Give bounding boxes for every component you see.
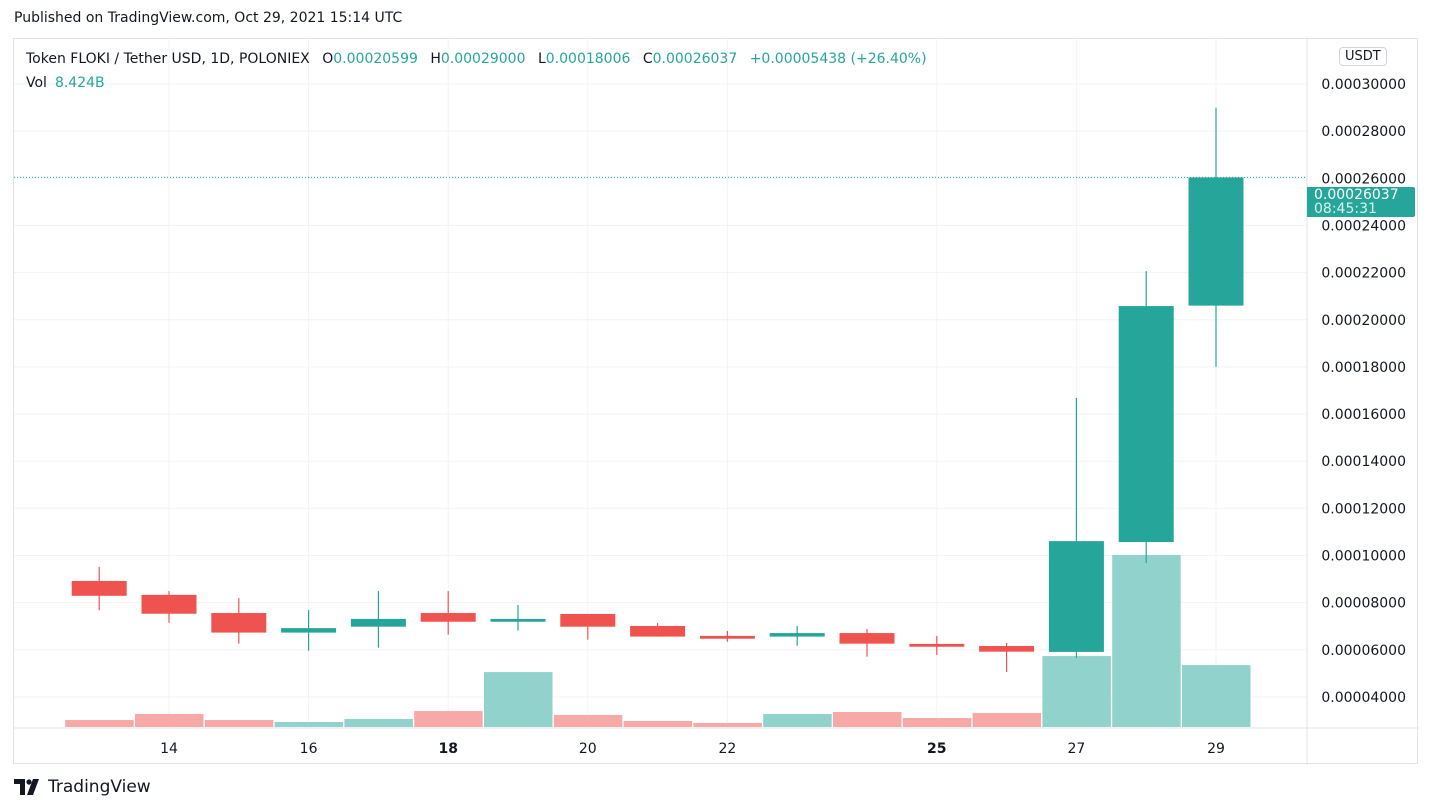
price-tick-label: 0.00012000	[1321, 501, 1406, 517]
candlestick-chart[interactable]: 0.00004000 0.00006000 0.00008000 0.00010000…	[14, 39, 1419, 765]
time-tick-label: 16	[300, 741, 318, 757]
volume-legend: Vol 8.424B	[26, 75, 105, 91]
volume-bar	[135, 713, 204, 727]
volume-bar	[763, 713, 832, 727]
time-tick-label: 20	[579, 741, 597, 757]
chart-panel[interactable]: 0.00004000 0.00006000 0.00008000 0.00010000…	[13, 38, 1419, 765]
volume-bar	[833, 712, 902, 727]
candle-down	[909, 643, 965, 647]
price-tick-label: 0.00004000	[1321, 690, 1406, 706]
candle-up	[769, 633, 825, 637]
price-tick-label: 0.00020000	[1321, 313, 1406, 329]
brand-name: TradingView	[48, 777, 151, 797]
close-value: 0.00026037	[652, 51, 738, 67]
volume-bar	[902, 718, 972, 727]
time-tick-label: 29	[1207, 741, 1225, 757]
candle-down	[420, 613, 476, 622]
volume-bar	[1182, 665, 1251, 727]
price-tick-label: 0.00022000	[1321, 266, 1406, 282]
candle-up	[490, 618, 546, 622]
price-tick-label: 0.00006000	[1321, 643, 1406, 659]
volume-bar	[65, 720, 134, 727]
price-tick-label: 0.00008000	[1321, 596, 1406, 612]
ohlc-legend: Token FLOKI / Tether USD, 1D, POLONIEX O…	[26, 51, 927, 67]
currency-unit-button[interactable]: USDT	[1339, 47, 1387, 66]
price-tick-label: 0.00028000	[1321, 124, 1406, 140]
close-label: C	[642, 51, 653, 67]
time-tick-label: 14	[160, 741, 178, 757]
volume-bar	[693, 723, 762, 727]
current-price: 0.00026037	[1314, 187, 1399, 203]
candle-up	[1188, 177, 1244, 306]
time-tick-label: 27	[1067, 741, 1085, 757]
price-tick-label: 0.00010000	[1321, 549, 1406, 565]
price-tick-label: 0.00014000	[1321, 454, 1406, 470]
price-tick-label: 0.00026000	[1321, 171, 1406, 187]
volume-bar	[1112, 555, 1181, 727]
low-value: 0.00018006	[545, 51, 631, 67]
candle-down	[630, 625, 686, 637]
open-value: 0.00020599	[333, 51, 418, 67]
price-tick-label: 0.00016000	[1321, 407, 1406, 423]
volume-label: Vol	[26, 75, 47, 91]
volume-bar	[344, 718, 413, 727]
volume-bar	[972, 713, 1042, 727]
current-price-tag: 0.00026037 08:45:31	[1307, 187, 1415, 217]
candle-up	[1048, 541, 1104, 652]
candle-down	[71, 580, 127, 596]
tradingview-logo-icon	[14, 779, 39, 795]
price-tick-label: 0.00030000	[1321, 77, 1406, 93]
high-value: 0.00029000	[440, 51, 526, 67]
time-tick-label: 22	[718, 741, 736, 757]
low-label: L	[537, 51, 546, 67]
symbol-title: Token FLOKI / Tether USD, 1D, POLONIEX	[26, 51, 310, 67]
volume-bar	[1042, 656, 1111, 727]
candle-down	[211, 613, 267, 633]
candle-down	[839, 633, 895, 644]
candle-down	[979, 646, 1035, 652]
bar-countdown: 08:45:31	[1314, 201, 1377, 217]
candle-down	[141, 594, 197, 614]
published-caption: Published on TradingView.com, Oct 29, 20…	[14, 10, 403, 26]
volume-value: 8.424B	[54, 75, 105, 91]
time-tick-label: 18	[438, 741, 457, 757]
candle-up	[1118, 306, 1174, 543]
volume-bar	[623, 720, 693, 727]
high-label: H	[430, 51, 441, 67]
candle-down	[699, 635, 755, 639]
volume-bar	[484, 672, 553, 727]
open-label: O	[322, 51, 334, 67]
volume-bar	[553, 715, 623, 727]
volume-bar	[204, 720, 274, 727]
price-tick-label: 0.00018000	[1321, 360, 1406, 376]
candle-up	[350, 618, 406, 627]
change-value: +0.00005438 (+26.40%)	[749, 51, 927, 67]
tradingview-logo[interactable]: TradingView	[14, 777, 151, 797]
volume-bar	[274, 722, 344, 727]
candle-down	[560, 613, 616, 627]
price-tick-label: 0.00024000	[1321, 218, 1406, 234]
time-tick-label: 25	[927, 741, 946, 757]
candle-up	[281, 628, 337, 633]
volume-bar	[414, 711, 483, 727]
